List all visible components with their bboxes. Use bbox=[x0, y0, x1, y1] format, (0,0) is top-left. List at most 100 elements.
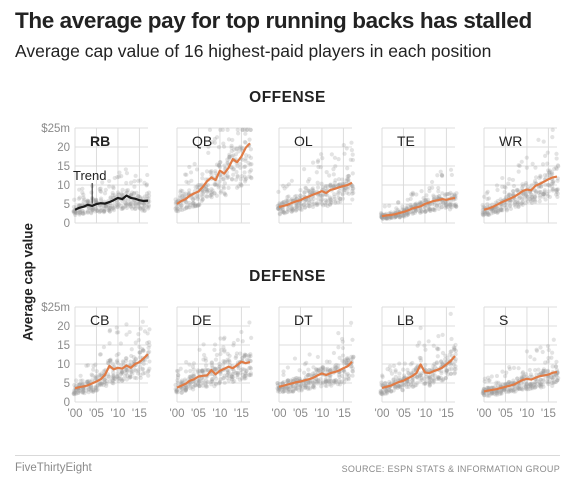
player-dot bbox=[299, 207, 304, 212]
player-dot bbox=[116, 192, 121, 197]
player-dot bbox=[98, 205, 104, 211]
player-dot bbox=[116, 376, 121, 381]
player-dot bbox=[72, 197, 77, 202]
player-dot bbox=[342, 187, 347, 192]
player-dot bbox=[73, 212, 78, 218]
player-dot bbox=[120, 369, 125, 374]
player-dot bbox=[511, 189, 516, 194]
player-dot bbox=[397, 214, 402, 220]
player-dot bbox=[119, 206, 124, 211]
player-dot bbox=[537, 195, 543, 200]
player-dot bbox=[118, 341, 123, 346]
x-tick-label: '15 bbox=[439, 408, 454, 420]
player-dot bbox=[71, 391, 76, 396]
player-dot bbox=[77, 212, 82, 217]
player-dot bbox=[485, 212, 490, 217]
player-dot bbox=[178, 366, 183, 371]
player-dot bbox=[98, 373, 103, 378]
player-dot bbox=[554, 192, 559, 197]
player-dot bbox=[340, 177, 345, 182]
player-dot bbox=[346, 177, 351, 183]
player-dot bbox=[110, 206, 115, 212]
player-dot bbox=[397, 213, 402, 218]
player-dot bbox=[315, 201, 320, 206]
player-dot bbox=[429, 179, 435, 185]
panel-wr: WR bbox=[480, 127, 561, 224]
player-dot bbox=[327, 173, 332, 178]
player-dot bbox=[124, 322, 129, 327]
player-dot bbox=[178, 204, 183, 210]
player-dot bbox=[547, 172, 552, 177]
player-dot bbox=[414, 207, 419, 213]
player-dot bbox=[432, 206, 438, 211]
player-dot bbox=[146, 206, 151, 211]
player-dot bbox=[204, 169, 210, 174]
player-dot bbox=[538, 173, 543, 178]
player-dot bbox=[555, 194, 560, 200]
player-dot bbox=[89, 210, 94, 215]
player-dot bbox=[178, 193, 183, 198]
player-dot bbox=[291, 206, 296, 211]
player-dot bbox=[341, 188, 346, 193]
player-dot bbox=[280, 183, 286, 188]
player-dot bbox=[114, 325, 119, 330]
player-dot bbox=[315, 180, 320, 185]
y-tick-label: 10 bbox=[57, 180, 70, 192]
player-dot bbox=[72, 211, 78, 216]
player-dot bbox=[536, 190, 542, 195]
player-dot bbox=[93, 362, 98, 367]
player-dot bbox=[235, 163, 240, 169]
player-dot bbox=[447, 202, 452, 207]
player-dot bbox=[98, 208, 103, 214]
player-dot bbox=[205, 189, 210, 195]
player-dot bbox=[103, 187, 108, 192]
panel-label-lb: LB bbox=[397, 312, 414, 328]
player-dot bbox=[346, 173, 351, 179]
player-dot bbox=[184, 200, 189, 205]
player-dot bbox=[111, 373, 116, 378]
player-dot bbox=[99, 371, 104, 376]
player-dot bbox=[541, 378, 546, 383]
player-dot bbox=[503, 373, 508, 379]
player-dot bbox=[307, 189, 312, 194]
player-dot bbox=[243, 179, 248, 184]
player-dot bbox=[486, 212, 491, 217]
player-dot bbox=[133, 356, 138, 361]
player-dot bbox=[91, 206, 96, 211]
x-tick-label: '00 bbox=[68, 408, 83, 420]
player-dot bbox=[545, 343, 551, 349]
player-dot bbox=[234, 146, 239, 151]
player-dot bbox=[408, 202, 413, 208]
player-dot bbox=[217, 160, 223, 165]
player-dot bbox=[406, 210, 411, 216]
player-dot bbox=[231, 167, 236, 172]
player-dot bbox=[138, 372, 143, 378]
player-dot bbox=[394, 206, 399, 211]
player-dot bbox=[516, 200, 521, 205]
x-tick-label: '00 bbox=[477, 408, 492, 420]
player-dot bbox=[319, 384, 324, 389]
player-dot bbox=[428, 206, 433, 212]
player-dot bbox=[499, 208, 504, 213]
player-dot bbox=[453, 364, 458, 369]
player-dot bbox=[133, 202, 138, 207]
player-dot bbox=[121, 360, 126, 365]
footer-brand: FiveThirtyEight bbox=[15, 462, 92, 474]
player-dot bbox=[387, 216, 392, 221]
player-dot bbox=[418, 209, 423, 214]
player-dot bbox=[138, 195, 143, 200]
player-dot bbox=[440, 191, 445, 196]
player-dot bbox=[547, 194, 553, 200]
player-dot bbox=[289, 209, 294, 214]
player-dot bbox=[222, 181, 227, 186]
player-dot bbox=[227, 358, 232, 363]
player-dot bbox=[523, 182, 528, 187]
player-dot bbox=[89, 389, 94, 394]
y-tick-label: $25m bbox=[41, 302, 70, 314]
player-dot bbox=[81, 388, 86, 394]
player-dot bbox=[482, 194, 487, 199]
player-dot bbox=[491, 209, 496, 214]
player-dot bbox=[204, 368, 209, 373]
player-dot bbox=[387, 364, 393, 369]
